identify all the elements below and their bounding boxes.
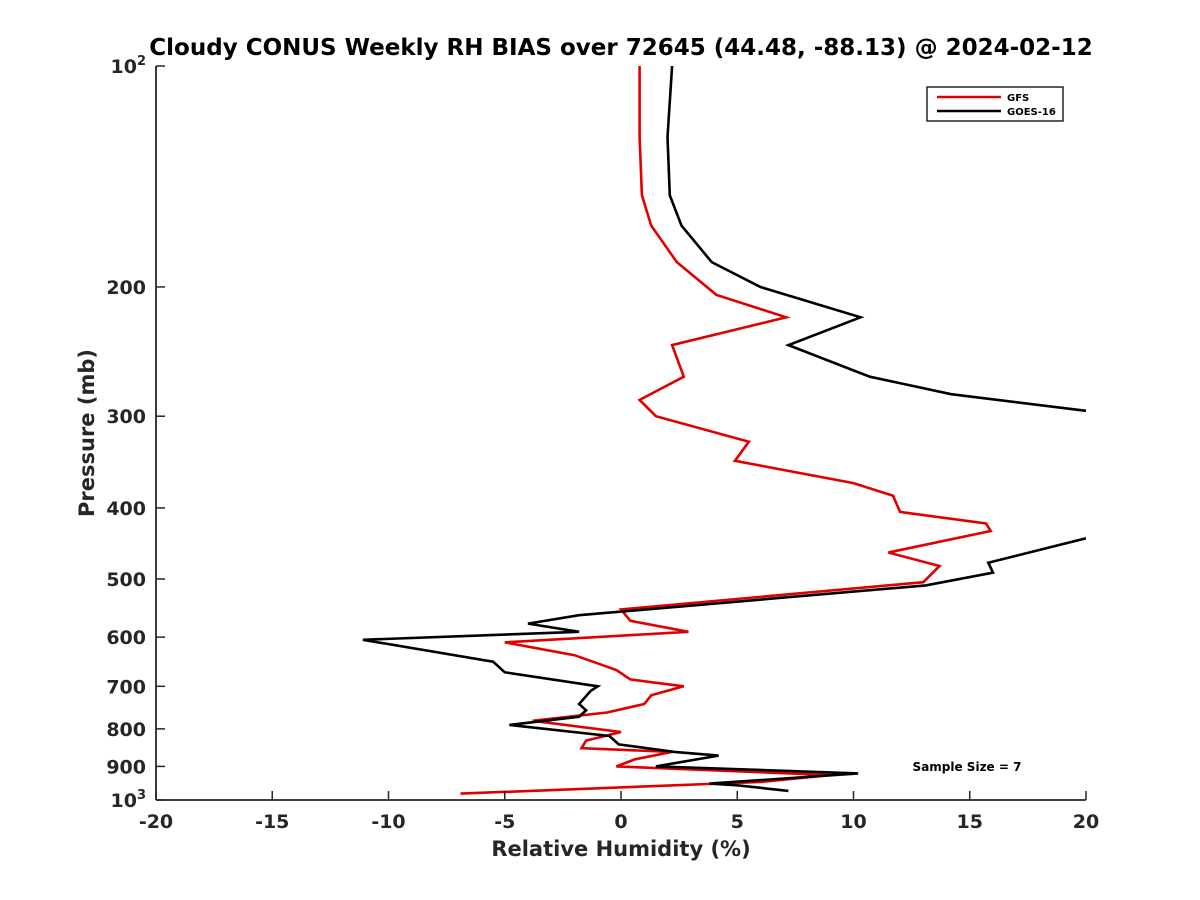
y-tick-label: 800	[106, 719, 146, 741]
y-tick-label: 400	[106, 498, 146, 520]
x-tick-label: 20	[1073, 811, 1099, 833]
x-tick-label: -10	[371, 811, 405, 833]
series-line-goes-16-1	[666, 66, 1086, 413]
plot-area: -20 -15 -10 -5 0 5 10 15 20 102 200 300 400 500 600 700…	[106, 54, 1099, 833]
y-tick-label: 600	[106, 627, 146, 649]
legend-box	[926, 86, 1064, 122]
x-tick-label: -20	[139, 811, 173, 833]
legend: GFS GOES-16	[926, 86, 1064, 122]
y-tick-label: 200	[106, 277, 146, 299]
x-tick-label: -15	[255, 811, 289, 833]
x-axis-label: Relative Humidity (%)	[491, 837, 750, 861]
x-tick-label: -5	[494, 811, 515, 833]
y-axis-label: Pressure (mb)	[75, 349, 99, 517]
y-tick-label: 500	[106, 569, 146, 591]
y-tick-label: 102	[111, 54, 147, 78]
y-tick-label: 900	[106, 756, 146, 778]
series-line-goes-16-2	[362, 537, 1086, 793]
y-tick-label: 700	[106, 676, 146, 698]
y-tick-label: 103	[111, 788, 147, 812]
legend-entry-label: GOES-16	[1007, 107, 1056, 118]
x-tick-label: 0	[614, 811, 627, 833]
x-tick-label: 15	[957, 811, 983, 833]
sample-size-annotation: Sample Size = 7	[913, 760, 1022, 774]
legend-entry-label: GFS	[1007, 93, 1029, 104]
x-tick-label: 10	[840, 811, 866, 833]
x-tick-label: 5	[731, 811, 744, 833]
chart-title: Cloudy CONUS Weekly RH BIAS over 72645 (…	[149, 35, 1092, 61]
y-tick-label: 300	[106, 406, 146, 428]
series-line-gfs	[460, 66, 993, 795]
